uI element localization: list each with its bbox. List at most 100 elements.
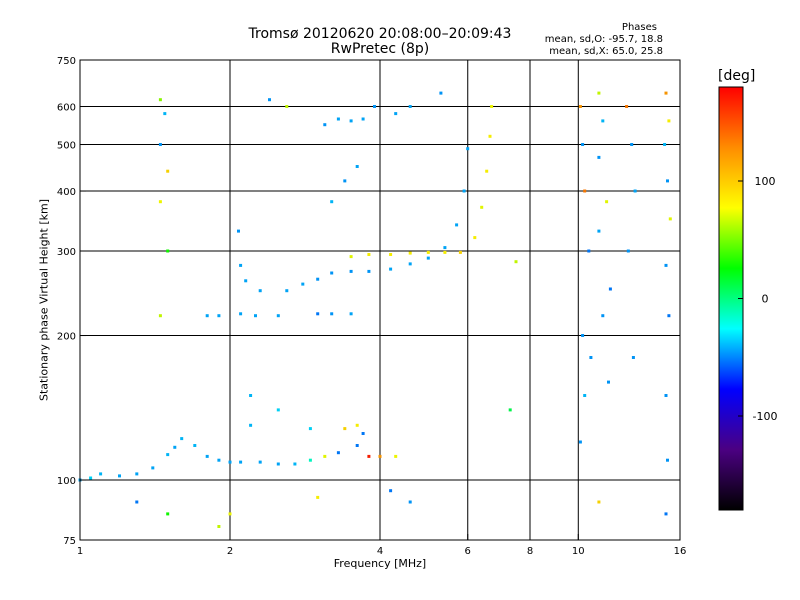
plot-grid — [80, 60, 680, 540]
echo-point — [514, 260, 518, 264]
y-tick-label: 200 — [57, 332, 76, 343]
echo-point — [355, 444, 359, 447]
echo-point — [583, 189, 587, 193]
echo-point — [166, 249, 170, 253]
chart-title: Tromsø 20120620 20:08:00–20:09:43 — [248, 26, 512, 42]
echo-point — [378, 454, 382, 458]
echo-point — [408, 262, 412, 266]
echo-point — [244, 279, 248, 283]
y-axis-ticks: 75 100 200 300 400 500 600 750 — [57, 56, 86, 547]
echo-point — [408, 105, 412, 108]
echo-point — [597, 229, 601, 233]
echo-point — [99, 472, 103, 476]
echo-point — [166, 169, 170, 173]
echo-point — [466, 147, 470, 151]
echo-point — [633, 189, 637, 193]
echo-point — [666, 458, 669, 462]
echo-point — [330, 271, 334, 275]
echo-point — [389, 253, 393, 256]
stats-o-mode: mean, sd,O: -95.7, 18.8 — [544, 34, 663, 45]
echo-point — [455, 223, 459, 227]
echo-point — [217, 525, 221, 528]
echo-point — [158, 143, 162, 146]
echo-point — [239, 263, 243, 267]
echo-point — [308, 458, 312, 462]
x-tick-label: 1 — [77, 546, 83, 557]
echo-point — [258, 289, 262, 293]
y-tick-label: 100 — [57, 476, 76, 487]
echo-point — [228, 460, 232, 464]
echo-point — [473, 236, 477, 240]
echo-point — [587, 249, 591, 253]
echo-point — [158, 314, 162, 318]
x-axis-label: Frequency [MHz] — [333, 557, 427, 570]
echo-point — [217, 314, 221, 318]
echo-point — [285, 289, 289, 293]
x-tick-label: 16 — [674, 546, 687, 557]
echo-point — [349, 269, 353, 273]
echo-point — [239, 460, 243, 464]
echo-point — [462, 189, 466, 193]
echo-point — [254, 314, 257, 318]
echo-point — [601, 314, 605, 318]
echo-point — [485, 169, 489, 173]
echo-point — [135, 500, 139, 504]
echo-point — [581, 334, 585, 337]
echo-point — [597, 155, 601, 159]
echo-point — [237, 229, 240, 233]
echo-point — [355, 423, 359, 427]
echo-point — [361, 117, 365, 121]
echo-point — [323, 454, 327, 458]
x-tick-label: 4 — [377, 546, 383, 557]
echo-point — [330, 200, 334, 204]
echo-point — [367, 269, 371, 273]
x-axis-ticks: 1 2 4 6 8 10 16 — [77, 534, 687, 557]
echo-point — [217, 458, 221, 462]
echo-point — [293, 462, 297, 466]
echo-point — [173, 445, 177, 449]
echo-point — [323, 123, 327, 127]
echo-point — [308, 427, 312, 431]
echo-point — [258, 460, 262, 464]
echo-point — [439, 91, 443, 95]
echo-point — [361, 432, 365, 435]
echo-point — [408, 500, 412, 504]
echo-point — [373, 105, 376, 108]
echo-point — [193, 444, 197, 447]
colorbar-tick-label: -100 — [753, 410, 778, 423]
echo-point — [630, 143, 634, 146]
y-tick-label: 75 — [63, 536, 76, 547]
echo-point — [330, 312, 334, 316]
echo-point — [426, 250, 430, 254]
echo-point — [239, 312, 243, 316]
echo-point — [443, 246, 447, 250]
echo-point — [276, 408, 280, 412]
echo-point — [349, 255, 353, 259]
echo-point — [268, 98, 271, 102]
chart-subtitle: RwPretec (8p) — [330, 41, 430, 57]
echo-point — [664, 91, 668, 95]
colorbar-tick-label: 100 — [755, 175, 776, 188]
echo-point — [578, 105, 582, 108]
echo-point — [301, 282, 305, 286]
echo-point — [180, 437, 184, 441]
echo-point — [367, 454, 371, 458]
echo-point — [581, 143, 585, 146]
echo-point — [480, 205, 484, 209]
echo-point — [349, 119, 353, 123]
echo-point — [597, 91, 601, 95]
echo-point — [408, 251, 412, 255]
echo-point — [316, 312, 320, 316]
echo-point — [664, 394, 668, 397]
echo-point — [349, 312, 353, 316]
phase-colorbar: 100 0 -100 — [718, 86, 778, 511]
x-tick-label: 10 — [572, 546, 585, 557]
echo-point — [667, 119, 671, 123]
echo-point — [490, 105, 494, 108]
echo-point — [389, 267, 393, 271]
echo-point — [664, 263, 668, 267]
echo-point — [625, 105, 629, 108]
echo-point — [336, 451, 340, 455]
echo-point — [118, 474, 121, 478]
